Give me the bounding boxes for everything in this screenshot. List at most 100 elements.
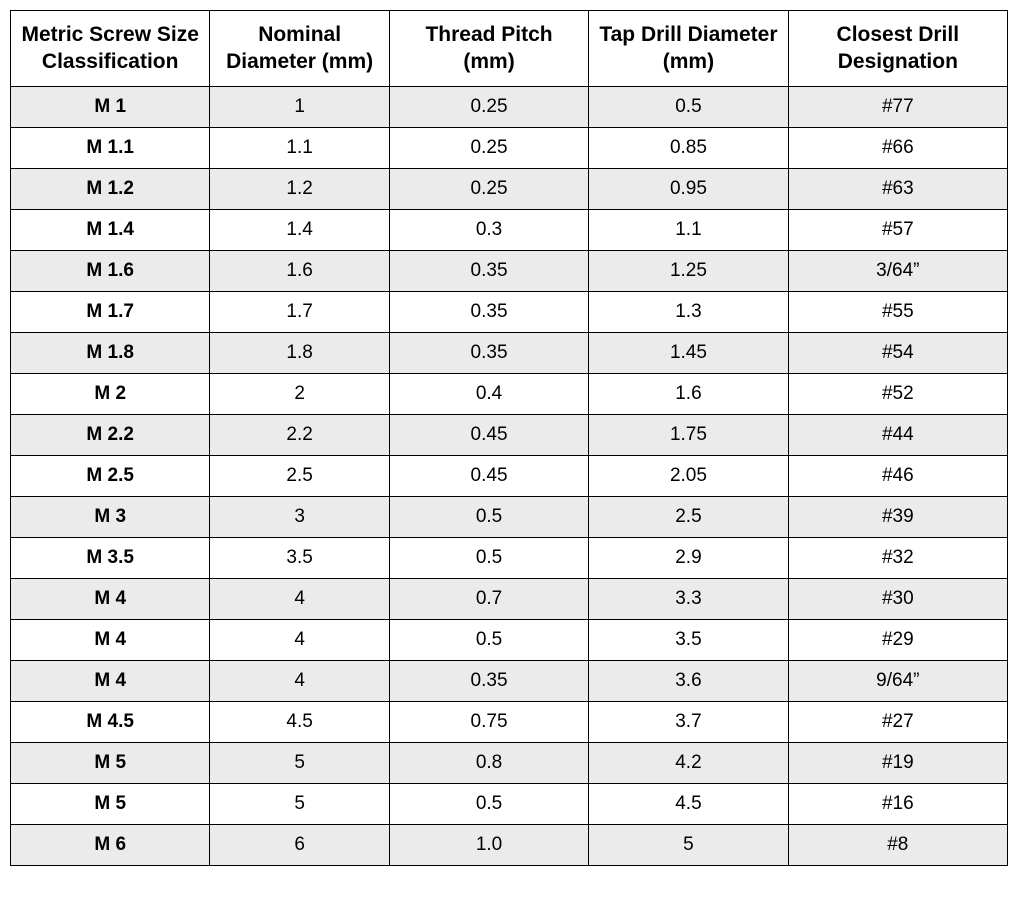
- table-cell: M 4: [11, 578, 210, 619]
- table-cell: 0.45: [389, 414, 588, 455]
- table-cell: 0.35: [389, 660, 588, 701]
- table-row: M 330.52.5#39: [11, 496, 1008, 537]
- table-cell: #30: [788, 578, 1007, 619]
- table-cell: 1.3: [589, 291, 788, 332]
- table-cell: #66: [788, 127, 1007, 168]
- table-cell: 1.6: [589, 373, 788, 414]
- table-cell: 2.9: [589, 537, 788, 578]
- table-row: M 661.05#8: [11, 824, 1008, 865]
- table-cell: M 2.2: [11, 414, 210, 455]
- table-cell: 0.3: [389, 209, 588, 250]
- table-cell: 0.75: [389, 701, 588, 742]
- table-cell: #77: [788, 86, 1007, 127]
- table-cell: 1.4: [210, 209, 389, 250]
- table-body: M 110.250.5#77M 1.11.10.250.85#66M 1.21.…: [11, 86, 1008, 865]
- table-cell: 0.5: [389, 783, 588, 824]
- table-cell: M 4: [11, 619, 210, 660]
- table-cell: 4.5: [210, 701, 389, 742]
- table-row: M 1.21.20.250.95#63: [11, 168, 1008, 209]
- table-cell: 1.1: [210, 127, 389, 168]
- table-cell: 5: [589, 824, 788, 865]
- table-cell: 6: [210, 824, 389, 865]
- table-cell: 9/64”: [788, 660, 1007, 701]
- table-cell: #19: [788, 742, 1007, 783]
- table-cell: 0.35: [389, 291, 588, 332]
- table-cell: #32: [788, 537, 1007, 578]
- table-cell: 4: [210, 660, 389, 701]
- table-cell: M 1.8: [11, 332, 210, 373]
- table-cell: 1.75: [589, 414, 788, 455]
- table-row: M 1.71.70.351.3#55: [11, 291, 1008, 332]
- table-cell: 2.5: [589, 496, 788, 537]
- table-row: M 110.250.5#77: [11, 86, 1008, 127]
- table-cell: 0.5: [389, 537, 588, 578]
- table-cell: 1.1: [589, 209, 788, 250]
- table-cell: M 3: [11, 496, 210, 537]
- table-cell: M 3.5: [11, 537, 210, 578]
- col-header-tap-drill-diameter: Tap Drill Diameter (mm): [589, 11, 788, 87]
- table-cell: 0.5: [389, 619, 588, 660]
- table-cell: #46: [788, 455, 1007, 496]
- table-cell: 5: [210, 742, 389, 783]
- table-row: M 440.353.69/64”: [11, 660, 1008, 701]
- table-cell: 1: [210, 86, 389, 127]
- table-cell: M 4.5: [11, 701, 210, 742]
- table-row: M 1.61.60.351.253/64”: [11, 250, 1008, 291]
- table-cell: 0.35: [389, 250, 588, 291]
- table-cell: 1.8: [210, 332, 389, 373]
- table-cell: 0.8: [389, 742, 588, 783]
- table-cell: M 2.5: [11, 455, 210, 496]
- table-cell: 1.25: [589, 250, 788, 291]
- table-cell: 0.25: [389, 127, 588, 168]
- table-cell: 5: [210, 783, 389, 824]
- table-cell: M 5: [11, 783, 210, 824]
- table-cell: 1.6: [210, 250, 389, 291]
- table-cell: #8: [788, 824, 1007, 865]
- table-header: Metric Screw Size Classification Nominal…: [11, 11, 1008, 87]
- table-cell: 2.05: [589, 455, 788, 496]
- table-cell: 0.35: [389, 332, 588, 373]
- table-row: M 3.53.50.52.9#32: [11, 537, 1008, 578]
- table-cell: #52: [788, 373, 1007, 414]
- col-header-nominal-diameter: Nominal Diameter (mm): [210, 11, 389, 87]
- table-cell: 2.5: [210, 455, 389, 496]
- table-cell: 4.2: [589, 742, 788, 783]
- table-cell: #54: [788, 332, 1007, 373]
- table-cell: #55: [788, 291, 1007, 332]
- table-cell: 3.6: [589, 660, 788, 701]
- table-cell: 3.3: [589, 578, 788, 619]
- table-cell: 4.5: [589, 783, 788, 824]
- table-cell: 1.2: [210, 168, 389, 209]
- table-cell: 2: [210, 373, 389, 414]
- table-cell: #16: [788, 783, 1007, 824]
- table-cell: M 6: [11, 824, 210, 865]
- table-cell: #27: [788, 701, 1007, 742]
- table-cell: 0.85: [589, 127, 788, 168]
- table-row: M 550.84.2#19: [11, 742, 1008, 783]
- table-cell: 3.5: [589, 619, 788, 660]
- table-cell: 3: [210, 496, 389, 537]
- table-cell: 1.0: [389, 824, 588, 865]
- table-cell: M 5: [11, 742, 210, 783]
- table-row: M 2.52.50.452.05#46: [11, 455, 1008, 496]
- table-cell: M 1.7: [11, 291, 210, 332]
- table-cell: 2.2: [210, 414, 389, 455]
- table-cell: #57: [788, 209, 1007, 250]
- table-cell: M 1.6: [11, 250, 210, 291]
- col-header-classification: Metric Screw Size Classification: [11, 11, 210, 87]
- table-cell: 4: [210, 619, 389, 660]
- table-cell: 3.5: [210, 537, 389, 578]
- table-row: M 2.22.20.451.75#44: [11, 414, 1008, 455]
- table-row: M 440.73.3#30: [11, 578, 1008, 619]
- table-cell: 0.5: [589, 86, 788, 127]
- table-cell: M 1.4: [11, 209, 210, 250]
- table-cell: 3/64”: [788, 250, 1007, 291]
- table-cell: 0.25: [389, 168, 588, 209]
- table-cell: 3.7: [589, 701, 788, 742]
- table-cell: 0.4: [389, 373, 588, 414]
- table-cell: 1.45: [589, 332, 788, 373]
- table-row: M 440.53.5#29: [11, 619, 1008, 660]
- table-cell: #63: [788, 168, 1007, 209]
- table-row: M 4.54.50.753.7#27: [11, 701, 1008, 742]
- col-header-closest-drill: Closest Drill Designation: [788, 11, 1007, 87]
